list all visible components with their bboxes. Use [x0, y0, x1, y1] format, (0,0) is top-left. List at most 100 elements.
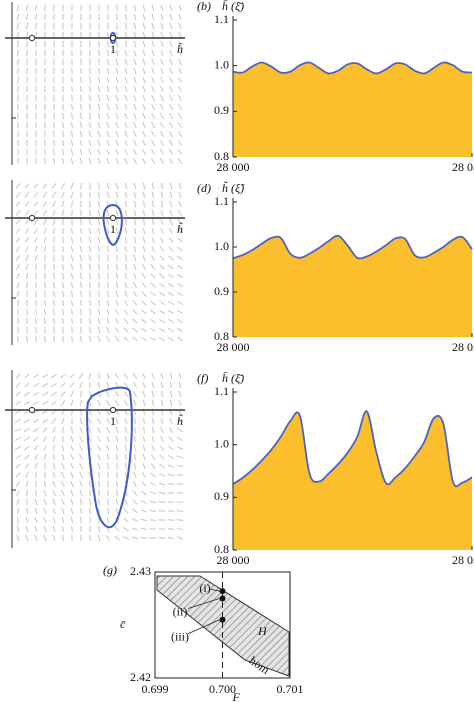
- vector-arrow: [71, 317, 73, 325]
- vector-arrow: [88, 218, 92, 226]
- vector-arrow: [133, 209, 137, 217]
- vector-arrow: [160, 372, 164, 380]
- vector-arrow: [151, 191, 155, 199]
- vector-arrow: [61, 182, 65, 190]
- vector-arrow: [149, 336, 157, 342]
- vector-arrow: [60, 382, 66, 388]
- vector-arrow: [88, 489, 92, 497]
- vector-arrow: [115, 49, 119, 57]
- vector-arrow: [169, 31, 173, 39]
- vector-arrow: [158, 318, 166, 324]
- vector-arrow: [141, 300, 147, 306]
- vector-arrow: [71, 85, 73, 93]
- vector-arrow: [16, 4, 20, 12]
- vector-arrow: [88, 121, 92, 129]
- vector-arrow: [160, 76, 164, 84]
- vector-arrow: [70, 507, 74, 515]
- vector-arrow: [115, 67, 119, 75]
- vector-arrow: [61, 263, 65, 271]
- vector-arrow: [160, 85, 164, 93]
- vector-arrow: [176, 455, 184, 459]
- vector-arrow: [150, 481, 156, 487]
- vector-arrow: [15, 228, 21, 234]
- vector-arrow: [177, 336, 183, 342]
- vector-arrow: [97, 85, 101, 93]
- vector-arrow: [176, 518, 184, 522]
- point: [219, 595, 226, 602]
- vector-arrow: [177, 318, 183, 324]
- vector-arrow: [142, 399, 146, 407]
- vector-arrow: [149, 327, 157, 333]
- vector-arrow: [142, 381, 146, 389]
- vector-arrow: [151, 227, 155, 235]
- vector-arrow: [52, 272, 56, 280]
- vector-arrow: [70, 281, 74, 289]
- vector-arrow: [24, 219, 30, 225]
- vector-arrow: [168, 436, 174, 442]
- vector-arrow: [115, 426, 119, 434]
- vector-arrow: [97, 227, 101, 235]
- vector-arrow: [151, 94, 155, 102]
- vector-arrow: [105, 335, 111, 343]
- vector-arrow: [169, 4, 173, 12]
- vector-arrow: [24, 373, 30, 379]
- vector-arrow: [88, 85, 92, 93]
- vector-arrow: [115, 31, 119, 39]
- vector-arrow: [32, 392, 40, 396]
- vector-arrow: [106, 444, 110, 452]
- vector-arrow: [124, 182, 128, 190]
- vector-arrow: [123, 508, 129, 514]
- vector-arrow: [43, 245, 47, 253]
- vector-arrow: [43, 453, 47, 461]
- vector-arrow: [133, 272, 137, 280]
- vector-arrow: [151, 236, 155, 244]
- vector-arrow: [149, 519, 157, 521]
- vector-arrow: [178, 67, 182, 75]
- vector-arrow: [106, 245, 110, 253]
- vector-arrow: [25, 40, 29, 48]
- vector-arrow: [106, 290, 110, 298]
- vector-arrow: [158, 501, 166, 503]
- vector-arrow: [79, 236, 83, 244]
- vector-arrow: [71, 200, 73, 208]
- vector-arrow: [52, 489, 56, 497]
- vector-arrow: [51, 400, 57, 406]
- vector-arrow: [124, 417, 128, 425]
- vector-arrow: [160, 182, 164, 190]
- vector-arrow: [33, 227, 39, 235]
- vector-arrow: [17, 76, 19, 84]
- vector-arrow: [176, 300, 184, 306]
- vector-arrow: [34, 254, 38, 262]
- vector-arrow: [52, 281, 56, 289]
- vector-arrow: [41, 392, 49, 396]
- vector-arrow: [115, 281, 119, 289]
- vector-arrow: [34, 22, 38, 30]
- vector-arrow: [53, 139, 55, 147]
- x-tick-label: 0.699: [142, 682, 169, 696]
- vector-arrow: [34, 471, 38, 479]
- vector-arrow: [142, 67, 146, 75]
- vector-arrow: [97, 435, 101, 443]
- vector-arrow: [89, 317, 91, 325]
- y-axis-label: h̄ (ξ̄): [222, 0, 244, 13]
- point-label: (iii): [171, 629, 189, 643]
- vector-arrow: [24, 454, 30, 460]
- vector-arrow: [125, 245, 127, 253]
- vector-arrow: [25, 22, 29, 30]
- fixed-point: [109, 34, 117, 42]
- vector-arrow: [133, 94, 137, 102]
- vector-arrow: [159, 121, 165, 129]
- vector-arrow: [150, 139, 156, 147]
- vector-arrow: [160, 112, 164, 120]
- vector-arrow: [158, 473, 166, 477]
- vector-arrow: [97, 94, 101, 102]
- vector-arrow: [97, 471, 101, 479]
- vector-arrow: [133, 390, 137, 398]
- vector-arrow: [44, 13, 46, 21]
- vector-arrow: [53, 148, 55, 156]
- vector-arrow: [125, 444, 127, 452]
- vector-arrow: [151, 112, 155, 120]
- vector-arrow: [53, 317, 55, 325]
- vector-arrow: [88, 103, 92, 111]
- vector-arrow: [106, 453, 110, 461]
